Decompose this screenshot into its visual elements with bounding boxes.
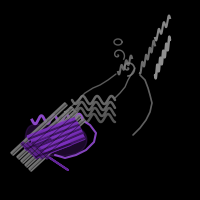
- Polygon shape: [21, 142, 39, 159]
- Polygon shape: [31, 122, 79, 144]
- Polygon shape: [17, 107, 73, 159]
- Polygon shape: [24, 136, 51, 150]
- Polygon shape: [37, 128, 81, 148]
- Polygon shape: [29, 120, 76, 140]
- Polygon shape: [25, 115, 81, 167]
- Polygon shape: [21, 111, 77, 163]
- Polygon shape: [43, 135, 85, 155]
- Polygon shape: [35, 126, 81, 148]
- Polygon shape: [33, 124, 79, 144]
- Polygon shape: [11, 103, 67, 155]
- Polygon shape: [45, 137, 85, 155]
- Polygon shape: [26, 142, 44, 159]
- Polygon shape: [34, 141, 71, 158]
- Polygon shape: [41, 132, 83, 152]
- Polygon shape: [27, 118, 76, 140]
- Polygon shape: [36, 143, 71, 158]
- Polygon shape: [29, 119, 85, 171]
- Polygon shape: [25, 124, 87, 156]
- Polygon shape: [31, 142, 49, 159]
- Polygon shape: [39, 130, 83, 152]
- Polygon shape: [26, 138, 51, 150]
